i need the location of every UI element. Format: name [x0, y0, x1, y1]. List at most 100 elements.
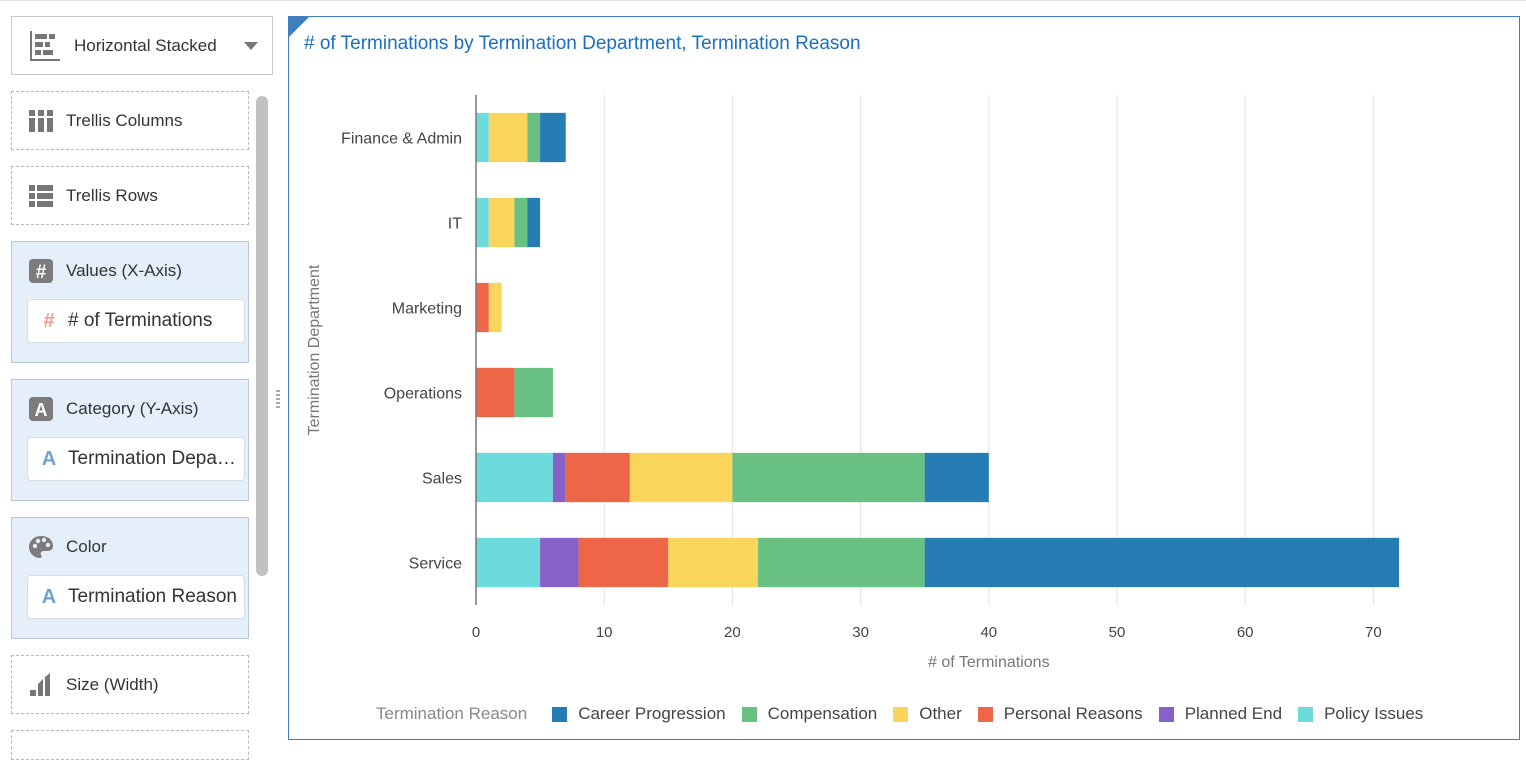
bar-segment — [476, 197, 489, 248]
trellis-columns-icon — [29, 110, 53, 132]
legend-swatch — [552, 706, 568, 722]
bar-segment — [924, 537, 1400, 588]
chart-type-label: Horizontal Stacked — [74, 35, 217, 55]
y-axis-title: Termination Department — [306, 264, 323, 435]
bar-segment — [476, 537, 541, 588]
bar-segment — [488, 197, 515, 248]
size-width-dropzone[interactable]: Size (Width) — [11, 655, 249, 714]
y-tick-label: Finance & Admin — [341, 131, 462, 148]
y-tick-label: Sales — [422, 471, 462, 488]
legend-label: Policy Issues — [1324, 704, 1424, 723]
color-label: Color — [66, 537, 107, 556]
values-field-pill[interactable]: # # of Terminations — [27, 299, 245, 343]
bar-segment — [565, 452, 630, 503]
x-tick-label: 60 — [1237, 624, 1254, 641]
bar-segment — [527, 197, 541, 248]
svg-text:#: # — [36, 262, 47, 283]
bar-segment — [732, 452, 925, 503]
x-axis-title: # of Terminations — [928, 654, 1050, 671]
attribute-icon: A — [41, 585, 57, 608]
values-field-label: # of Terminations — [68, 310, 213, 331]
chart-canvas[interactable]: # of Terminations by Termination Departm… — [288, 16, 1520, 740]
grammar-panel: Horizontal Stacked Trellis Columns Trell… — [0, 0, 280, 760]
y-tick-label: Operations — [384, 386, 462, 403]
y-tick-label: Marketing — [392, 301, 462, 318]
next-dropzone[interactable] — [11, 730, 249, 760]
horizontal-stacked-chart-icon — [30, 30, 60, 61]
bar-chart: Finance & Admin IT Marketing Operations Sale… — [306, 95, 1400, 671]
palette-icon — [29, 536, 53, 558]
chart-type-selector[interactable]: Horizontal Stacked — [11, 16, 273, 75]
legend-title: Termination Reason — [376, 704, 528, 723]
selection-corner-marker — [289, 17, 309, 37]
x-tick-label: 0 — [472, 624, 480, 641]
chevron-down-icon[interactable] — [244, 42, 258, 50]
bar-segment — [476, 282, 489, 333]
trellis-columns-label: Trellis Columns — [66, 111, 183, 130]
bar-segment — [527, 112, 541, 163]
trellis-rows-dropzone[interactable]: Trellis Rows — [11, 166, 249, 225]
size-width-icon — [30, 673, 50, 696]
color-field-label: Termination Reason — [68, 586, 237, 607]
number-icon: # — [43, 309, 55, 332]
category-field-pill[interactable]: A Termination Department — [27, 437, 245, 481]
bar-segment — [476, 452, 553, 503]
size-width-label: Size (Width) — [66, 675, 159, 694]
panel-splitter-handle[interactable] — [276, 390, 280, 412]
y-tick-label: Service — [409, 556, 462, 573]
bar-segment — [476, 367, 515, 418]
legend-label: Other — [919, 704, 962, 723]
color-dropzone[interactable]: Color A Termination Reason — [11, 517, 249, 639]
bar-segment — [488, 112, 528, 163]
attribute-icon: A — [29, 397, 53, 421]
chart-legend: Termination Reason Career Progression Com… — [376, 703, 1439, 725]
x-tick-label: 10 — [596, 624, 613, 641]
category-field-label: Termination Department — [68, 448, 238, 469]
legend-item[interactable]: Policy Issues — [1298, 704, 1423, 724]
bar-segment — [476, 112, 489, 163]
x-tick-label: 50 — [1109, 624, 1126, 641]
category-y-axis-label: Category (Y-Axis) — [66, 399, 199, 418]
values-x-axis-dropzone[interactable]: # Values (X-Axis) # # of Terminations — [11, 241, 249, 363]
bar-segment — [578, 537, 669, 588]
legend-swatch — [977, 706, 993, 722]
bar-segment — [758, 537, 925, 588]
color-field-pill[interactable]: A Termination Reason — [27, 575, 245, 619]
trellis-columns-dropzone[interactable]: Trellis Columns — [11, 91, 249, 150]
legend-item[interactable]: Compensation — [741, 704, 878, 724]
number-icon: # — [29, 259, 53, 283]
scrollbar[interactable] — [256, 96, 268, 576]
bar-segment — [488, 282, 502, 333]
svg-text:A: A — [35, 400, 48, 420]
category-y-axis-dropzone[interactable]: A Category (Y-Axis) A Termination Depart… — [11, 379, 249, 501]
legend-label: Career Progression — [578, 704, 726, 723]
bar-segment — [552, 452, 566, 503]
bar-segment — [668, 537, 759, 588]
legend-label: Personal Reasons — [1003, 704, 1143, 723]
legend-swatch — [1158, 706, 1174, 722]
legend-item[interactable]: Personal Reasons — [977, 704, 1143, 724]
bar-segment — [924, 452, 989, 503]
bar-segment — [629, 452, 733, 503]
bar-segment — [540, 112, 566, 163]
x-tick-label: 20 — [724, 624, 741, 641]
legend-swatch — [741, 706, 757, 722]
trellis-rows-label: Trellis Rows — [66, 186, 158, 205]
legend-swatch — [1298, 706, 1314, 722]
attribute-icon: A — [41, 447, 57, 470]
trellis-rows-icon — [29, 185, 53, 207]
x-tick-label: 70 — [1365, 624, 1382, 641]
values-x-axis-label: Values (X-Axis) — [66, 261, 182, 280]
x-tick-label: 40 — [980, 624, 997, 641]
legend-swatch — [893, 706, 909, 722]
bar-segment — [514, 367, 553, 418]
bar-segment — [514, 197, 528, 248]
legend-item[interactable]: Planned End — [1158, 704, 1282, 724]
legend-label: Compensation — [767, 704, 878, 723]
bar-segment — [540, 537, 579, 588]
chart-title: # of Terminations by Termination Departm… — [304, 33, 861, 54]
x-tick-label: 30 — [852, 624, 869, 641]
top-divider — [0, 0, 1526, 1]
legend-item[interactable]: Other — [893, 704, 962, 724]
legend-item[interactable]: Career Progression — [552, 704, 726, 724]
